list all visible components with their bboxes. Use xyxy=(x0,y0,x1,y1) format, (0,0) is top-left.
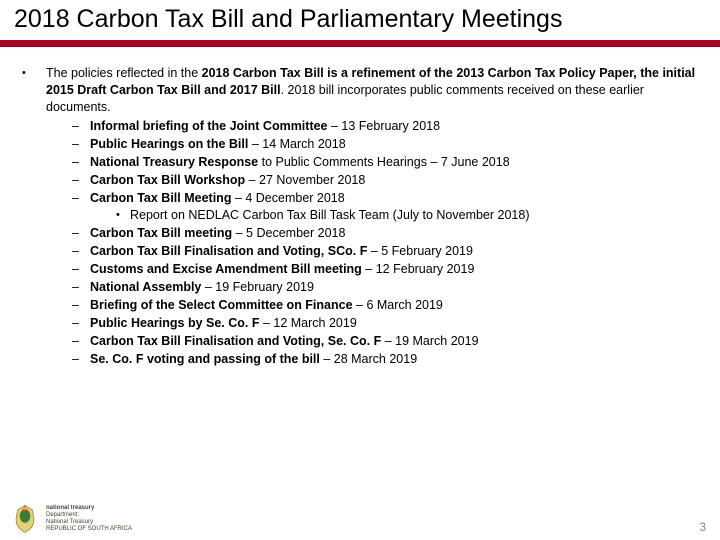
list-item: –Carbon Tax Bill Finalisation and Voting… xyxy=(72,243,698,261)
page-number: 3 xyxy=(699,520,706,534)
list-item: –Carbon Tax Bill Meeting – 4 December 20… xyxy=(72,189,698,225)
dash-marker: – xyxy=(72,118,90,135)
dash-marker: – xyxy=(72,225,90,242)
dept-line2: Department: xyxy=(46,512,132,519)
list-item-body: Carbon Tax Bill Workshop – 27 November 2… xyxy=(90,172,698,189)
list-item-body: Se. Co. F voting and passing of the bill… xyxy=(90,351,698,368)
list-item-tail: – 19 March 2019 xyxy=(381,334,478,348)
list-item-bold: Public Hearings by Se. Co. F xyxy=(90,316,259,330)
list-item-body: National Treasury Response to Public Com… xyxy=(90,154,698,171)
list-item-body: Public Hearings by Se. Co. F – 12 March … xyxy=(90,315,698,332)
list-item-tail: – 14 March 2018 xyxy=(252,137,346,151)
list-item-body: Public Hearings on the Bill – 14 March 2… xyxy=(90,136,698,153)
list-item-bold: Informal briefing of the Joint Committee xyxy=(90,119,328,133)
subsub-item: •Report on NEDLAC Carbon Tax Bill Task T… xyxy=(116,207,698,225)
bullet-marker: • xyxy=(116,207,130,224)
list-item-body: Customs and Excise Amendment Bill meetin… xyxy=(90,261,698,278)
list-item: –National Assembly – 19 February 2019 xyxy=(72,279,698,297)
list-item: –Public Hearings on the Bill – 14 March … xyxy=(72,136,698,154)
list-item-tail: – 6 March 2019 xyxy=(353,298,443,312)
list-item-body: Briefing of the Select Committee on Fina… xyxy=(90,297,698,314)
dash-marker: – xyxy=(72,297,90,314)
list-item-bold: Public Hearings on the Bill xyxy=(90,137,252,151)
list-item-bold: Carbon Tax Bill Finalisation and Voting,… xyxy=(90,334,381,348)
intro-prefix: The policies reflected in the xyxy=(46,66,202,80)
list-item-body: Carbon Tax Bill Meeting – 4 December 201… xyxy=(90,190,698,225)
list-item-tail: – 13 February 2018 xyxy=(328,119,441,133)
coat-of-arms-icon xyxy=(10,504,40,534)
list-item-tail: – 5 February 2019 xyxy=(367,244,473,258)
list-item-tail: – 19 February 2019 xyxy=(201,280,314,294)
list-item: –Public Hearings by Se. Co. F – 12 March… xyxy=(72,314,698,332)
list-item: –Carbon Tax Bill Finalisation and Voting… xyxy=(72,332,698,350)
dept-line4: REPUBLIC OF SOUTH AFRICA xyxy=(46,526,132,533)
dash-marker: – xyxy=(72,136,90,153)
dash-marker: – xyxy=(72,154,90,171)
dash-marker: – xyxy=(72,333,90,350)
list-item-bold: Carbon Tax Bill Workshop xyxy=(90,173,245,187)
dash-marker: – xyxy=(72,351,90,368)
department-text: national treasury Department: National T… xyxy=(46,505,132,534)
main-bullet: • The policies reflected in the 2018 Car… xyxy=(22,65,698,368)
list-item-body: Carbon Tax Bill Finalisation and Voting,… xyxy=(90,243,698,260)
dash-marker: – xyxy=(72,315,90,332)
list-item: –Customs and Excise Amendment Bill meeti… xyxy=(72,261,698,279)
list-item-tail: – 27 November 2018 xyxy=(245,173,365,187)
content-region: • The policies reflected in the 2018 Car… xyxy=(0,47,720,368)
main-bullet-body: The policies reflected in the 2018 Carbo… xyxy=(46,65,698,368)
list-item-bold: Carbon Tax Bill Meeting xyxy=(90,191,231,205)
subsub-body: Report on NEDLAC Carbon Tax Bill Task Te… xyxy=(130,207,530,224)
list-item-body: Informal briefing of the Joint Committee… xyxy=(90,118,698,135)
dept-line3: National Treasury xyxy=(46,519,132,526)
list-item-bold: Carbon Tax Bill meeting xyxy=(90,226,232,240)
dept-line1: national treasury xyxy=(46,505,132,512)
list-item-bold: National Assembly xyxy=(90,280,201,294)
list-item-body: National Assembly – 19 February 2019 xyxy=(90,279,698,296)
list-item-tail: – 12 March 2019 xyxy=(259,316,356,330)
list-item-tail: – 28 March 2019 xyxy=(320,352,417,366)
list-item-tail: – 4 December 2018 xyxy=(231,191,344,205)
dash-marker: – xyxy=(72,279,90,296)
slide-title: 2018 Carbon Tax Bill and Parliamentary M… xyxy=(14,4,706,34)
list-item-bold: Carbon Tax Bill Finalisation and Voting,… xyxy=(90,244,367,258)
list-item-tail: to Public Comments Hearings – 7 June 201… xyxy=(262,155,510,169)
list-item-bold: Briefing of the Select Committee on Fina… xyxy=(90,298,353,312)
list-item-body: Carbon Tax Bill Finalisation and Voting,… xyxy=(90,333,698,350)
bullet-marker: • xyxy=(22,65,46,368)
list-item: –Informal briefing of the Joint Committe… xyxy=(72,118,698,136)
list-item-tail: – 5 December 2018 xyxy=(232,226,345,240)
list-item-tail: – 12 February 2019 xyxy=(362,262,475,276)
list-item: –National Treasury Response to Public Co… xyxy=(72,153,698,171)
list-item: –Carbon Tax Bill meeting – 5 December 20… xyxy=(72,225,698,243)
dash-marker: – xyxy=(72,190,90,225)
list-item: –Briefing of the Select Committee on Fin… xyxy=(72,296,698,314)
list-item-bold: National Treasury Response xyxy=(90,155,262,169)
list-item: –Carbon Tax Bill Workshop – 27 November … xyxy=(72,171,698,189)
list-item-bold: Customs and Excise Amendment Bill meetin… xyxy=(90,262,362,276)
logo-block: national treasury Department: National T… xyxy=(10,504,132,534)
sub-list: –Informal briefing of the Joint Committe… xyxy=(46,116,698,368)
list-item: –Se. Co. F voting and passing of the bil… xyxy=(72,350,698,368)
dash-marker: – xyxy=(72,172,90,189)
dash-marker: – xyxy=(72,261,90,278)
title-region: 2018 Carbon Tax Bill and Parliamentary M… xyxy=(0,0,720,42)
list-item-bold: Se. Co. F voting and passing of the bill xyxy=(90,352,320,366)
dash-marker: – xyxy=(72,243,90,260)
subsub-list: •Report on NEDLAC Carbon Tax Bill Task T… xyxy=(90,207,698,225)
list-item-body: Carbon Tax Bill meeting – 5 December 201… xyxy=(90,225,698,242)
footer: national treasury Department: National T… xyxy=(10,504,706,534)
